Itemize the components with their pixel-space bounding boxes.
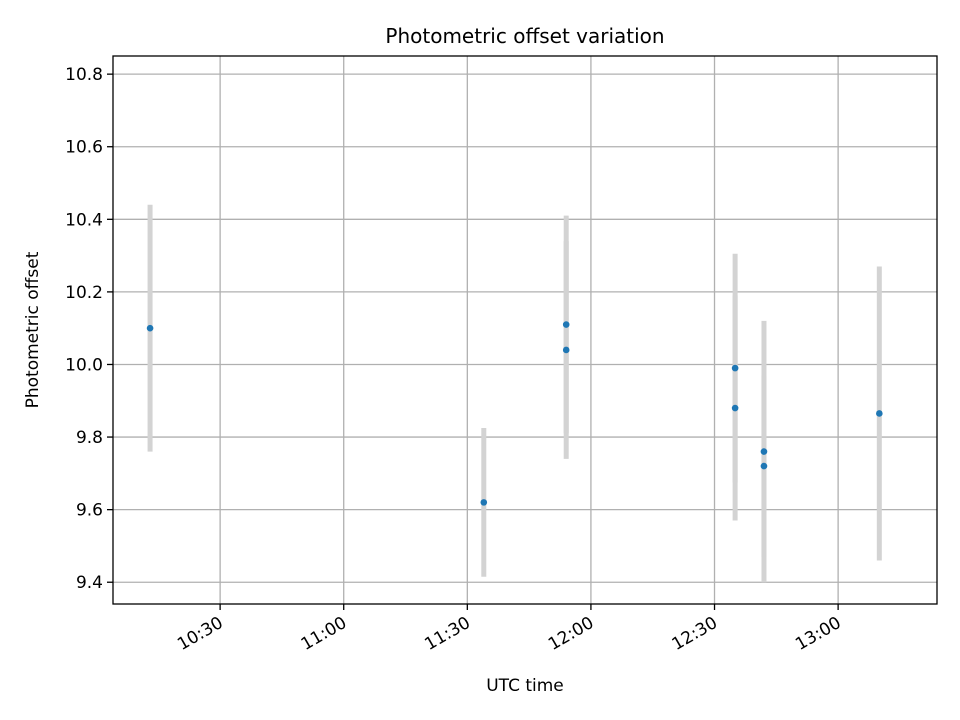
x-tick-label: 11:30 xyxy=(421,613,473,655)
data-point xyxy=(562,346,570,354)
y-axis: 9.4 9.6 9.8 10.0 10.2 10.4 10.6 10.8 xyxy=(65,65,113,593)
x-axis: 10:30 11:00 11:30 12:00 12:30 13:00 xyxy=(174,604,845,655)
x-tick-label: 12:30 xyxy=(669,613,721,655)
data-point xyxy=(146,324,154,332)
data-points xyxy=(146,321,883,506)
data-point xyxy=(760,462,768,470)
y-tick-label: 10.0 xyxy=(65,355,103,375)
data-point xyxy=(562,321,570,328)
y-tick-label: 10.4 xyxy=(65,210,103,230)
grid xyxy=(113,56,937,604)
data-point xyxy=(731,364,739,372)
y-axis-label: Photometric offset xyxy=(23,251,43,408)
data-point xyxy=(760,448,768,455)
x-tick-label: 12:00 xyxy=(545,613,597,655)
data-point xyxy=(876,410,883,417)
y-tick-label: 9.4 xyxy=(76,573,103,593)
x-tick-label: 13:00 xyxy=(792,613,844,655)
plot-frame xyxy=(112,55,938,605)
data-point xyxy=(480,499,488,506)
y-tick-label: 9.8 xyxy=(76,428,103,448)
y-tick-label: 10.8 xyxy=(65,65,103,85)
x-axis-label: UTC time xyxy=(486,676,564,696)
data-point xyxy=(731,404,739,412)
error-bars xyxy=(147,204,882,583)
x-tick-label: 11:00 xyxy=(298,613,350,655)
y-tick-label: 10.2 xyxy=(65,283,103,303)
x-tick-label: 10:30 xyxy=(174,613,226,655)
y-tick-label: 9.6 xyxy=(76,501,103,521)
y-tick-label: 10.6 xyxy=(65,138,103,158)
chart-title: Photometric offset variation xyxy=(385,24,664,48)
